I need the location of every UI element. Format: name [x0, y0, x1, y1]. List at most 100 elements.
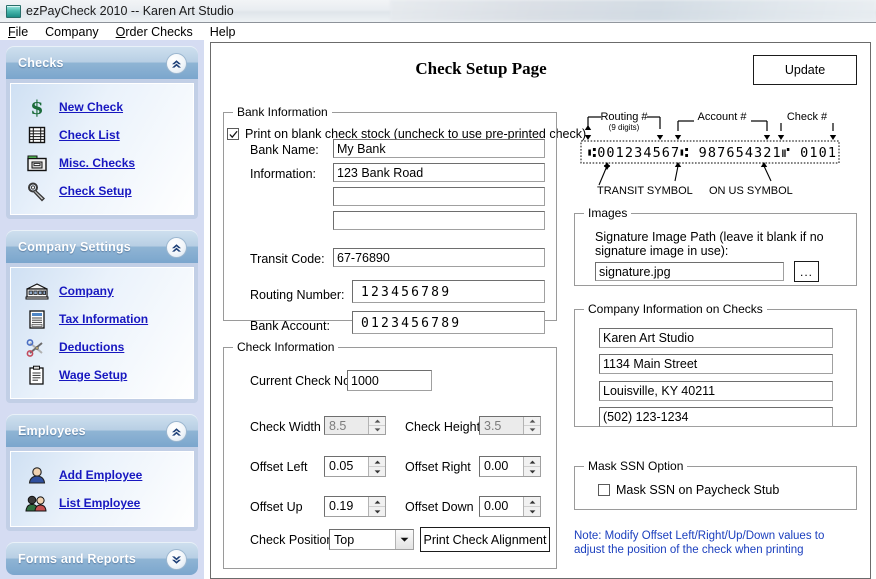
bank-name-label: Bank Name:	[250, 143, 319, 157]
stepper-arrows[interactable]	[368, 497, 385, 516]
stepper-up-icon[interactable]	[524, 457, 540, 467]
stepper-down-icon[interactable]	[524, 467, 540, 476]
print-blank-stock-row[interactable]: Print on blank check stock (uncheck to u…	[227, 127, 590, 141]
transit-code-input[interactable]: 67-76890	[333, 248, 545, 267]
sidebar-group-header-checks[interactable]: Checks	[6, 46, 198, 79]
stepper-up-icon[interactable]	[369, 497, 385, 507]
check-width-stepper[interactable]: 8.5	[324, 416, 386, 435]
browse-signature-button[interactable]: ...	[794, 261, 819, 282]
titlebar-glass-decoration	[390, 0, 876, 21]
stepper-arrows[interactable]	[523, 497, 540, 516]
check-width-value: 8.5	[329, 419, 347, 433]
routing-label: Routing #	[600, 111, 648, 123]
document-icon	[15, 308, 59, 330]
offset-up-value: 0.19	[329, 499, 354, 513]
stepper-arrows[interactable]	[523, 417, 540, 434]
transit-code-label: Transit Code:	[250, 252, 325, 266]
sidebar-item-add-employee[interactable]: Add Employee	[15, 461, 189, 489]
stepper-up-icon[interactable]	[369, 457, 385, 467]
information-line1-input[interactable]: 123 Bank Road	[333, 163, 545, 182]
sidebar-group-header-employees[interactable]: Employees	[6, 414, 198, 447]
folder-printer-icon	[15, 152, 59, 174]
sidebar-item-new-check[interactable]: $ New Check	[15, 93, 189, 121]
print-check-alignment-button[interactable]: Print Check Alignment	[420, 527, 550, 552]
stepper-arrows[interactable]	[523, 457, 540, 476]
offset-right-stepper[interactable]: 0.00	[479, 456, 541, 477]
stepper-down-icon[interactable]	[524, 507, 540, 516]
chevron-up-icon[interactable]	[166, 237, 187, 258]
offset-note-line1: Note: Modify Offset Left/Right/Up/Down v…	[574, 530, 825, 542]
stepper-down-icon[interactable]	[524, 426, 540, 434]
sidebar-item-wage-setup[interactable]: Wage Setup	[15, 361, 189, 389]
stepper-up-icon[interactable]	[524, 497, 540, 507]
stepper-down-icon[interactable]	[369, 467, 385, 476]
transit-symbol-label: TRANSIT SYMBOL	[597, 185, 693, 197]
sidebar-item-label: Company	[59, 284, 114, 298]
sidebar-spacer	[0, 403, 204, 414]
sidebar-item-check-setup[interactable]: Check Setup	[15, 177, 189, 205]
company-line4-input[interactable]: (502) 123-1234	[599, 407, 833, 427]
menu-item-file[interactable]: FFileile	[8, 24, 29, 39]
menu-item-help[interactable]: Help	[209, 24, 236, 39]
menu-item-order-checks[interactable]: Order Checks	[115, 24, 193, 39]
stepper-up-icon[interactable]	[369, 417, 385, 426]
company-line3-input[interactable]: Louisville, KY 40211	[599, 381, 833, 401]
sidebar-item-deductions[interactable]: Deductions	[15, 333, 189, 361]
stepper-up-icon[interactable]	[524, 417, 540, 426]
sidebar-group-title: Forms and Reports	[18, 551, 136, 566]
stepper-down-icon[interactable]	[369, 507, 385, 516]
check-position-select[interactable]: Top	[329, 529, 414, 550]
stepper-arrows[interactable]	[368, 457, 385, 476]
check-height-stepper[interactable]: 3.5	[479, 416, 541, 435]
menu-item-company[interactable]: Company	[45, 24, 99, 39]
stepper-down-icon[interactable]	[369, 426, 385, 434]
sidebar-item-check-list[interactable]: Check List	[15, 121, 189, 149]
app-icon	[6, 4, 21, 18]
signature-path-input[interactable]: signature.jpg	[595, 262, 784, 281]
sidebar-group-header-company-settings[interactable]: Company Settings	[6, 230, 198, 263]
chevron-up-icon[interactable]	[166, 421, 187, 442]
chevron-down-icon[interactable]	[166, 549, 187, 570]
signature-path-label-line2: signature image in use):	[595, 244, 729, 258]
company-line1-input[interactable]: Karen Art Studio	[599, 328, 833, 348]
sidebar-item-label: Check List	[59, 128, 120, 142]
sidebar-group-body-checks: $ New Check	[6, 79, 198, 219]
people-icon	[15, 492, 59, 514]
micr-diagram-svg: Routing # (9 digits) Account # Check #	[580, 111, 840, 197]
sidebar-item-tax-information[interactable]: Tax Information	[15, 305, 189, 333]
sidebar-group-header-forms-and-reports[interactable]: Forms and Reports	[6, 542, 198, 575]
sidebar-group-checks: Checks $ New Check	[6, 40, 198, 219]
offset-right-label: Offset Right	[405, 460, 471, 474]
routing-number-input[interactable]: 123456789	[352, 280, 545, 303]
sidebar-group-body-company-settings: Company Tax Information	[6, 263, 198, 403]
sidebar-spacer	[0, 219, 204, 230]
offset-left-label: Offset Left	[250, 460, 308, 474]
bank-account-input[interactable]: 0123456789	[352, 311, 545, 334]
sidebar-item-misc-checks[interactable]: Misc. Checks	[15, 149, 189, 177]
information-line3-input[interactable]	[333, 211, 545, 230]
micr-line-text: ⑆001234567⑆ 987654321⑈ 0101	[588, 145, 837, 161]
bank-name-input[interactable]: My Bank	[333, 139, 545, 158]
chevron-down-icon[interactable]	[395, 530, 413, 549]
current-check-no-input[interactable]: 1000	[347, 370, 432, 391]
company-line2-input[interactable]: 1134 Main Street	[599, 354, 833, 374]
offset-left-stepper[interactable]: 0.05	[324, 456, 386, 477]
company-information-caption: Company Information on Checks	[584, 302, 767, 316]
offset-down-stepper[interactable]: 0.00	[479, 496, 541, 517]
sidebar-item-list-employee[interactable]: List Employee	[15, 489, 189, 517]
chevron-up-icon[interactable]	[166, 53, 187, 74]
information-line2-input[interactable]	[333, 187, 545, 206]
check-information-caption: Check Information	[233, 340, 339, 354]
check-label: Check #	[787, 111, 828, 123]
offset-up-stepper[interactable]: 0.19	[324, 496, 386, 517]
mask-ssn-label: Mask SSN on Paycheck Stub	[616, 483, 780, 497]
check-information-group: Check Information Current Check No: 1000…	[223, 340, 557, 569]
print-blank-stock-checkbox[interactable]	[227, 128, 239, 140]
update-button[interactable]: Update	[753, 55, 857, 85]
sidebar-item-company[interactable]: Company	[15, 277, 189, 305]
stepper-arrows[interactable]	[368, 417, 385, 434]
mask-ssn-row[interactable]: Mask SSN on Paycheck Stub	[598, 483, 779, 497]
sidebar-group-title: Company Settings	[18, 239, 131, 254]
mask-ssn-checkbox[interactable]	[598, 484, 610, 496]
print-blank-stock-label: Print on blank check stock (uncheck to u…	[245, 127, 590, 141]
